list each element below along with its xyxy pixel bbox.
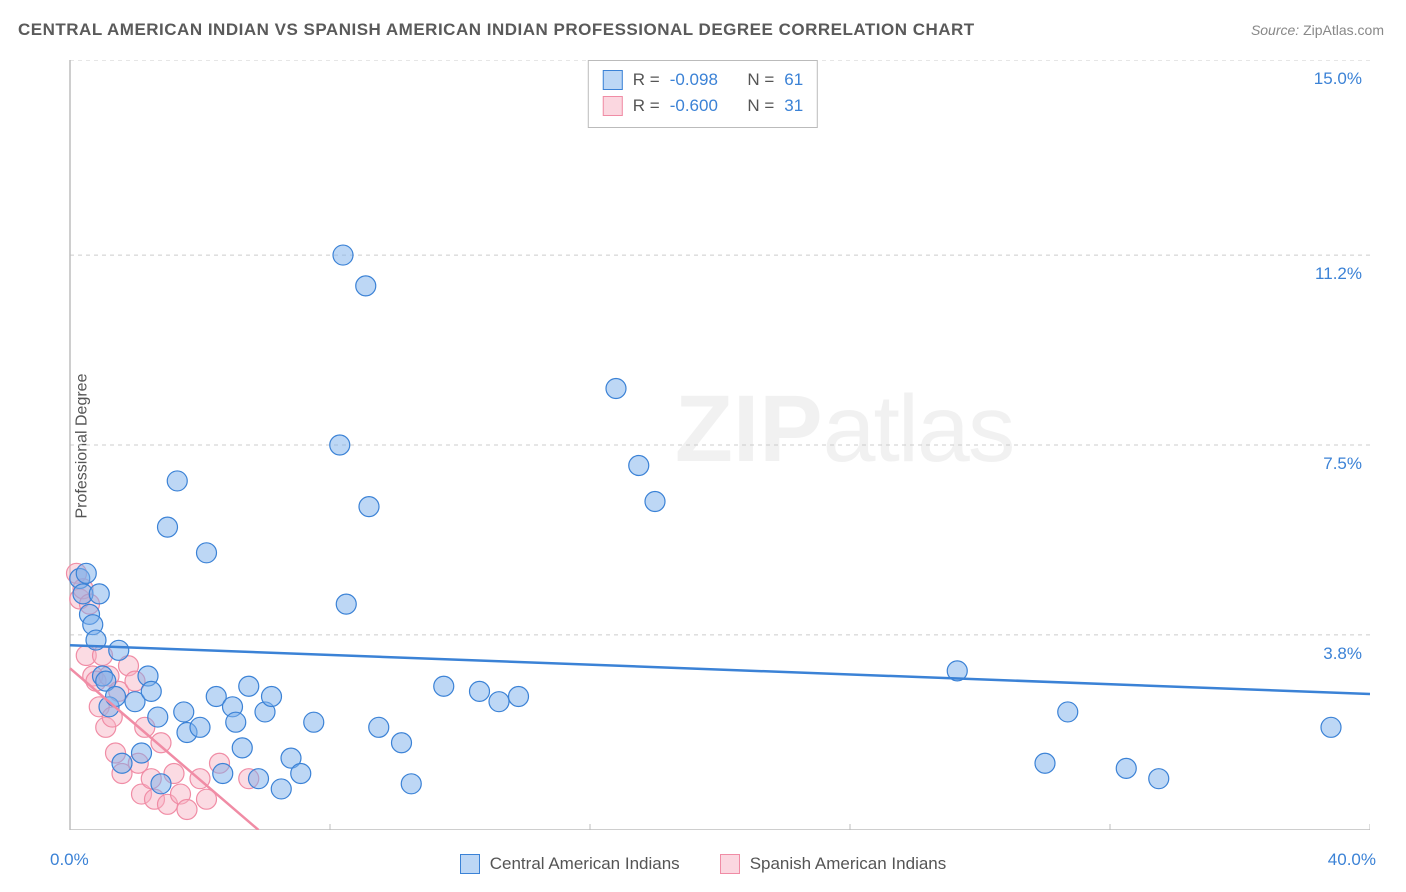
data-point-blue bbox=[369, 717, 389, 737]
r-value-pink: -0.600 bbox=[670, 96, 718, 116]
data-point-blue bbox=[401, 774, 421, 794]
data-point-blue bbox=[470, 681, 490, 701]
y-tick-label: 15.0% bbox=[1314, 69, 1362, 88]
data-point-blue bbox=[359, 497, 379, 517]
legend-item-pink: Spanish American Indians bbox=[720, 854, 947, 874]
data-point-blue bbox=[1035, 753, 1055, 773]
chart-title: CENTRAL AMERICAN INDIAN VS SPANISH AMERI… bbox=[18, 20, 975, 40]
data-point-blue bbox=[489, 692, 509, 712]
data-point-blue bbox=[109, 640, 129, 660]
swatch-blue-icon bbox=[460, 854, 480, 874]
data-point-blue bbox=[112, 753, 132, 773]
data-point-pink bbox=[151, 733, 171, 753]
data-point-blue bbox=[213, 764, 233, 784]
data-point-blue bbox=[174, 702, 194, 722]
data-point-blue bbox=[190, 717, 210, 737]
legend-label-pink: Spanish American Indians bbox=[750, 854, 947, 874]
data-point-blue bbox=[106, 687, 126, 707]
legend-label-blue: Central American Indians bbox=[490, 854, 680, 874]
y-tick-label: 11.2% bbox=[1315, 264, 1362, 283]
data-point-blue bbox=[151, 774, 171, 794]
data-point-blue bbox=[330, 435, 350, 455]
data-point-blue bbox=[239, 676, 259, 696]
data-point-blue bbox=[89, 584, 109, 604]
source-prefix: Source: bbox=[1251, 22, 1303, 38]
data-point-blue bbox=[356, 276, 376, 296]
legend-stats-row-blue: R = -0.098 N = 61 bbox=[603, 67, 803, 93]
n-value-pink: 31 bbox=[784, 96, 803, 116]
chart-area: 3.8% 7.5% 11.2% 15.0% bbox=[50, 60, 1370, 830]
data-point-blue bbox=[304, 712, 324, 732]
data-point-blue bbox=[132, 743, 152, 763]
scatter-chart: 3.8% 7.5% 11.2% 15.0% bbox=[50, 60, 1370, 830]
legend-stats: R = -0.098 N = 61 R = -0.600 N = 31 bbox=[588, 60, 818, 128]
swatch-pink-icon bbox=[603, 96, 623, 116]
data-point-blue bbox=[148, 707, 168, 727]
y-tick-label: 3.8% bbox=[1323, 644, 1362, 663]
data-point-blue bbox=[509, 687, 529, 707]
data-point-blue bbox=[645, 491, 665, 511]
source-attribution: Source: ZipAtlas.com bbox=[1251, 22, 1384, 38]
data-point-blue bbox=[158, 517, 178, 537]
data-point-blue bbox=[1058, 702, 1078, 722]
data-point-blue bbox=[392, 733, 412, 753]
data-point-blue bbox=[249, 769, 269, 789]
data-point-blue bbox=[434, 676, 454, 696]
data-point-blue bbox=[1149, 769, 1169, 789]
data-point-blue bbox=[1321, 717, 1341, 737]
data-point-blue bbox=[76, 563, 96, 583]
data-point-blue bbox=[1116, 758, 1136, 778]
swatch-blue-icon bbox=[603, 70, 623, 90]
source-name: ZipAtlas.com bbox=[1303, 22, 1384, 38]
data-point-blue bbox=[167, 471, 187, 491]
n-label: N = bbox=[747, 96, 774, 116]
r-value-blue: -0.098 bbox=[670, 70, 718, 90]
data-point-blue bbox=[226, 712, 246, 732]
legend-stats-row-pink: R = -0.600 N = 31 bbox=[603, 93, 803, 119]
data-point-blue bbox=[141, 681, 161, 701]
n-label: N = bbox=[747, 70, 774, 90]
data-point-blue bbox=[629, 456, 649, 476]
swatch-pink-icon bbox=[720, 854, 740, 874]
data-point-blue bbox=[333, 245, 353, 265]
data-point-blue bbox=[336, 594, 356, 614]
data-point-pink bbox=[177, 799, 197, 819]
data-point-blue bbox=[271, 779, 291, 799]
n-value-blue: 61 bbox=[784, 70, 803, 90]
legend-series: Central American Indians Spanish America… bbox=[0, 854, 1406, 874]
r-label: R = bbox=[633, 70, 660, 90]
data-point-blue bbox=[291, 764, 311, 784]
data-point-blue bbox=[606, 379, 626, 399]
trendline-blue bbox=[70, 645, 1370, 694]
legend-item-blue: Central American Indians bbox=[460, 854, 680, 874]
data-point-blue bbox=[232, 738, 252, 758]
data-point-blue bbox=[262, 687, 282, 707]
y-tick-label: 7.5% bbox=[1323, 454, 1362, 473]
r-label: R = bbox=[633, 96, 660, 116]
data-point-blue bbox=[197, 543, 217, 563]
